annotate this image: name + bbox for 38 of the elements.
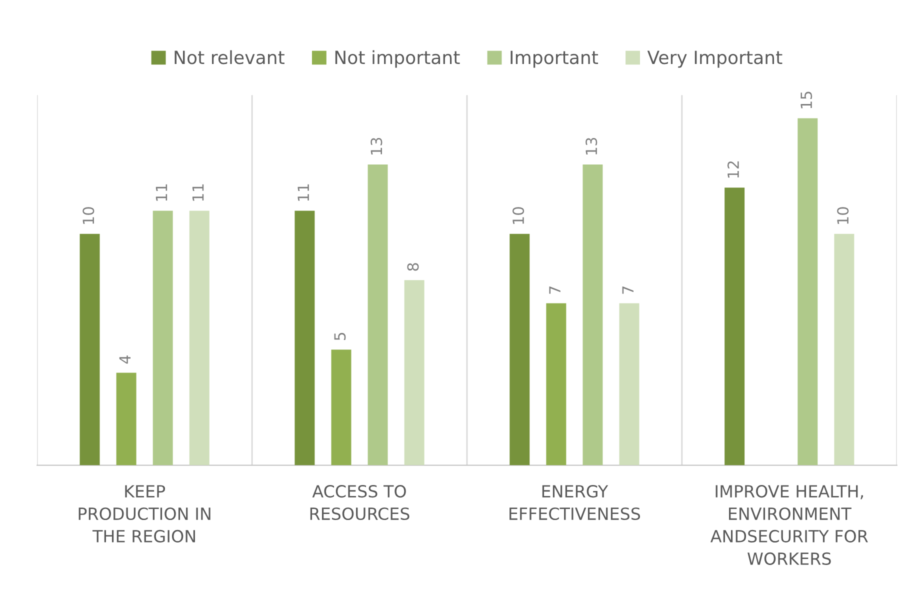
legend-label: Not relevant <box>174 50 284 64</box>
bar <box>116 372 136 466</box>
bar <box>80 234 100 466</box>
data-label: 15 <box>800 92 812 108</box>
bar <box>582 164 603 466</box>
data-label: 5 <box>334 332 346 340</box>
bar <box>510 234 530 466</box>
x-tick-label: ACCESS TO RESOURCES <box>310 484 410 520</box>
data-label: 13 <box>586 138 598 154</box>
legend-label: Very Important <box>647 50 782 68</box>
data-label: 10 <box>512 207 524 224</box>
bar <box>331 350 352 466</box>
data-label: 8 <box>407 263 419 271</box>
data-label: 12 <box>727 161 739 178</box>
bar <box>546 303 566 466</box>
data-label: 13 <box>370 138 382 154</box>
bar <box>724 188 745 466</box>
data-label: 10 <box>837 207 849 224</box>
bar <box>619 303 640 466</box>
data-label: 7 <box>622 286 634 294</box>
bar <box>152 210 173 466</box>
x-tick-label: ENERGY EFFECTIVENESS <box>510 484 640 520</box>
data-label: 11 <box>298 184 309 201</box>
bar <box>189 210 210 466</box>
data-label: 11 <box>192 184 204 201</box>
data-label: 4 <box>119 356 131 364</box>
bar <box>834 234 854 466</box>
bar <box>368 164 388 466</box>
bar <box>294 210 315 466</box>
legend-label: Not important <box>335 50 460 68</box>
x-tick-label: KEEP PRODUCTION IN THE REGION <box>78 485 210 543</box>
bar <box>798 118 818 466</box>
data-label: 11 <box>156 184 168 201</box>
data-label: 10 <box>82 207 94 224</box>
legend-label: Important <box>510 50 598 68</box>
bar <box>404 280 424 466</box>
data-label: 7 <box>549 286 560 294</box>
x-tick-label: IMPROVE HEALTH, ENVIRONMENT ANDSECURITY FOR WORKERS <box>710 484 868 565</box>
